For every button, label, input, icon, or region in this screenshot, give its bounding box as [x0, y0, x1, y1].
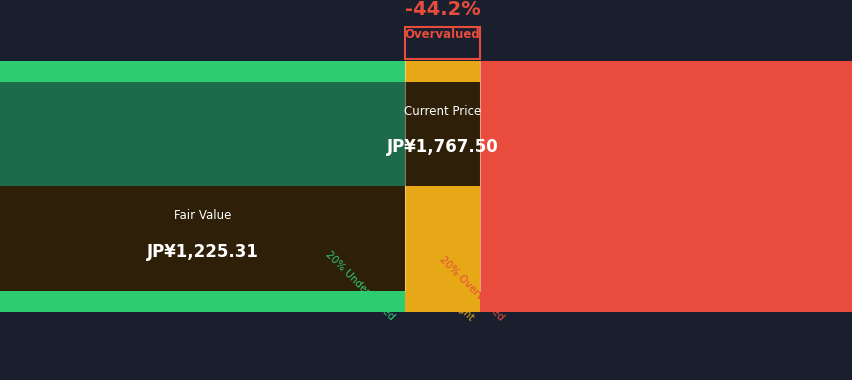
Bar [0, 61, 405, 82]
Bar [480, 61, 852, 82]
Bar [480, 82, 852, 291]
Text: -44.2%: -44.2% [405, 0, 480, 19]
Text: Fair Value: Fair Value [174, 209, 231, 222]
Text: Current Price: Current Price [404, 105, 481, 118]
Text: JP¥1,767.50: JP¥1,767.50 [386, 138, 498, 156]
Text: Overvalued: Overvalued [405, 28, 480, 41]
Text: About Right: About Right [425, 272, 475, 323]
Bar [405, 291, 480, 312]
Text: 20% Undervalued: 20% Undervalued [324, 250, 396, 323]
Bar [405, 82, 480, 186]
Bar [480, 291, 852, 312]
Bar [405, 82, 480, 291]
Text: 20% Overvalued: 20% Overvalued [437, 254, 505, 323]
Bar [405, 61, 480, 82]
Bar [0, 291, 405, 312]
Text: JP¥1,225.31: JP¥1,225.31 [147, 243, 258, 261]
Bar [0, 186, 405, 291]
Bar [405, 27, 480, 59]
Bar [0, 82, 405, 291]
